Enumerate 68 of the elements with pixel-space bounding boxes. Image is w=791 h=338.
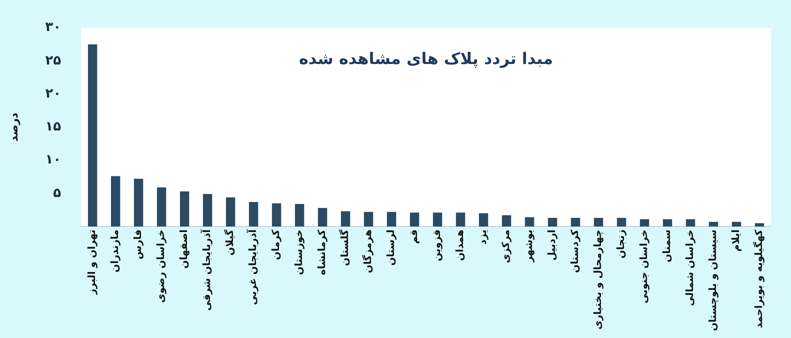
bar [478,213,488,226]
bar [456,212,466,226]
x-tick-label: کردستان [570,229,582,273]
bar [754,223,764,226]
y-tick-label: ۱۵ [45,120,62,135]
x-tick-label: بوشهر [524,229,536,264]
x-tick-label: خراسان شمالی [685,229,696,306]
bar [386,212,396,226]
bar [340,211,350,226]
x-tick-label: سمنان [662,229,674,262]
x-tick-label: مازندران [110,229,122,272]
bar [524,217,534,226]
bar [616,218,626,226]
bar [364,212,374,226]
bar [110,176,120,226]
x-tick-label: مرکزی [501,229,512,264]
bar [502,215,512,226]
x-tick-label: سیستان و بلوچستان [708,229,720,332]
x-tick-label: قم [409,229,420,244]
x-tick-label: آذربایجان شرقی [200,228,214,311]
y-axis-title: درصد [7,112,20,142]
bar [708,222,718,226]
bar [570,218,580,226]
x-tick-label: خراسان رضوی [156,229,168,303]
bar [432,212,442,226]
x-tick-label: تهران و البرز [87,229,98,296]
x-tick-label: چهارمحال و بختیاری [593,229,604,330]
bar [156,187,166,226]
x-tick-label: کهگیلویه و بویراحمد [752,229,766,328]
y-tick-label: ۲۵ [45,53,62,68]
x-tick-label: خراسان جنوبی [639,229,650,304]
bar [662,219,672,226]
x-tick-label: کرمانشاه [317,229,328,276]
x-tick-label: زنجان [616,229,628,259]
x-tick-label: فارس [133,229,144,260]
x-tick-label: لرستان [386,229,398,266]
x-tick-label: ایلام [731,229,742,252]
x-tick-label: گلستان [338,229,352,266]
bar [686,219,696,226]
x-tick-label: همدان [455,229,466,261]
bar [640,219,650,226]
bar [180,191,190,226]
x-tick-label: گیلان [223,229,236,256]
bar [226,197,236,226]
bar [202,194,212,226]
y-tick-label: ۲۰ [45,86,62,102]
x-tick-label: اصفهان [179,229,190,269]
bar [410,212,420,226]
bar [294,204,304,226]
y-tick-label: ۳۰ [45,20,62,36]
y-tick-label: ۵ [53,186,62,201]
x-tick-label: قزوین [432,229,444,262]
x-tick-label: یزد [478,229,490,245]
x-tick-label: آذربایجان غربی [246,228,260,305]
bar [272,203,282,226]
x-tick-label: خوزستان [294,229,306,275]
x-tick-label: اردبیل [547,229,558,261]
y-tick-label: ۱۰ [45,152,62,168]
bar [594,218,604,226]
x-tick-label: هرمزگان [361,229,374,274]
x-tick-label: کرمان [271,229,282,260]
bar [732,222,742,226]
bar [88,44,98,226]
bar [248,202,258,226]
bar [318,208,328,226]
bar [548,218,558,226]
bar [134,178,144,226]
text: مبدا تردد پلاک های مشاهده شده [298,48,554,68]
